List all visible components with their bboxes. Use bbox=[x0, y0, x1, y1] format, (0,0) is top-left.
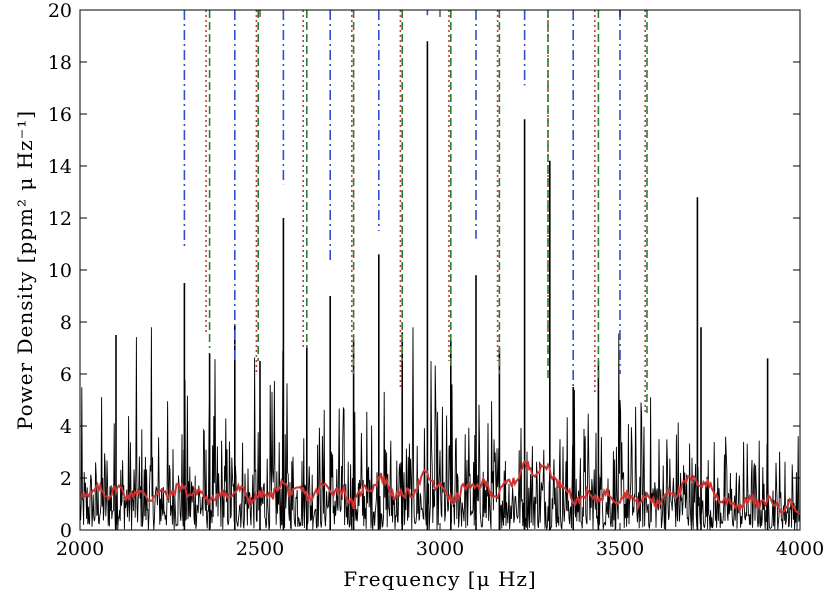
y-tick-label: 8 bbox=[60, 312, 72, 334]
y-tick-label: 16 bbox=[48, 104, 72, 126]
y-tick-label: 12 bbox=[48, 208, 72, 230]
spectrum-noise bbox=[79, 327, 800, 532]
plot-background bbox=[80, 10, 800, 530]
spectrum-noise-line bbox=[79, 327, 800, 532]
x-axis: 2000 2500 3000 3500 4000 bbox=[56, 10, 824, 560]
x-tick-label: 2500 bbox=[236, 538, 284, 560]
x-tick-label: 2000 bbox=[56, 538, 104, 560]
y-tick-label: 2 bbox=[60, 468, 72, 490]
y-tick-label: 20 bbox=[48, 0, 72, 22]
mode-lines bbox=[183, 10, 648, 413]
smoothed-spectrum-line bbox=[79, 459, 801, 516]
smoothed-spectrum bbox=[79, 459, 801, 516]
y-tick-label: 14 bbox=[48, 156, 72, 178]
y-tick-label: 10 bbox=[48, 260, 72, 282]
plot-area bbox=[79, 10, 801, 532]
y-tick-label: 0 bbox=[60, 520, 72, 542]
y-axis: 0 2 4 6 8 10 12 14 16 18 20 bbox=[48, 0, 800, 542]
x-axis-label: Frequency [μ Hz] bbox=[343, 567, 536, 591]
x-tick-label: 3000 bbox=[416, 538, 464, 560]
x-tick-label: 3500 bbox=[596, 538, 644, 560]
y-tick-label: 6 bbox=[60, 364, 72, 386]
y-tick-label: 18 bbox=[48, 52, 72, 74]
x-tick-label: 4000 bbox=[776, 538, 824, 560]
y-tick-label: 4 bbox=[60, 416, 72, 438]
y-axis-label: Power Density [ppm² μ Hz⁻¹] bbox=[13, 110, 37, 430]
